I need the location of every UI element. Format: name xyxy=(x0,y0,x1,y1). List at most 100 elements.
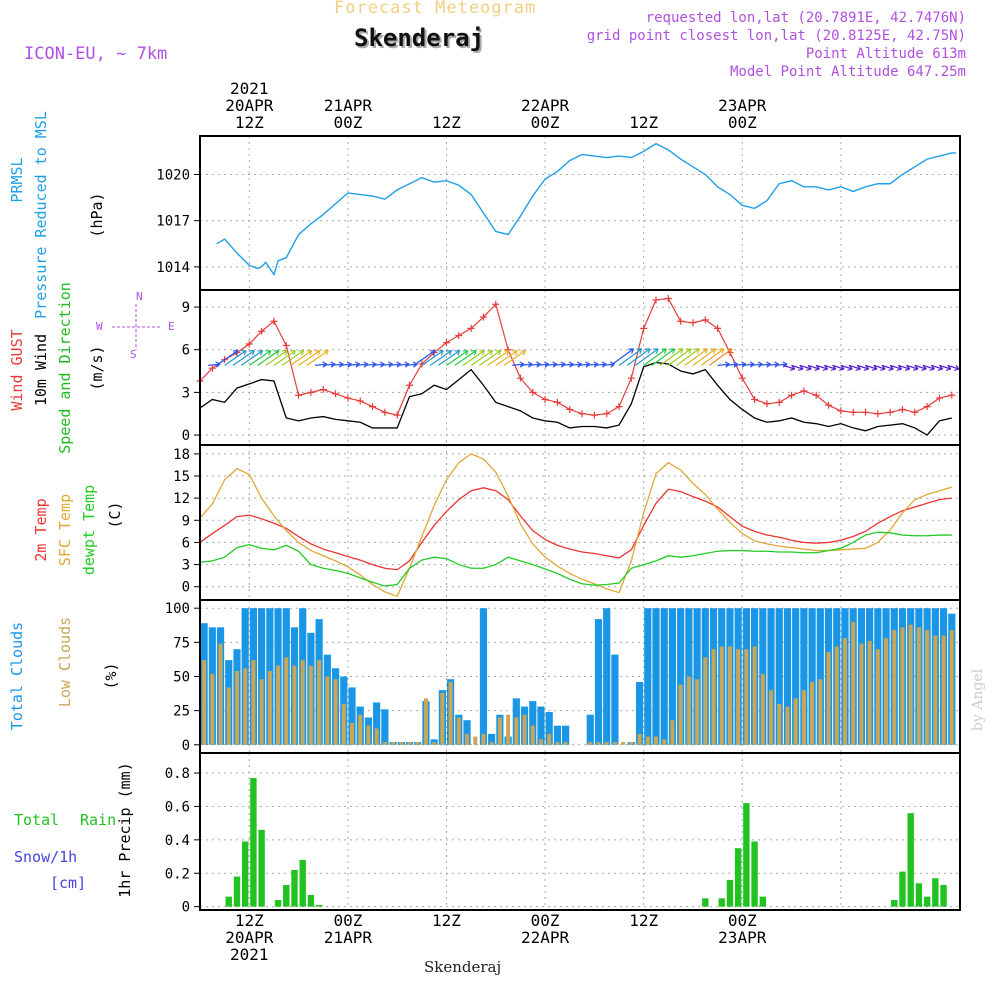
low-cloud-bar xyxy=(276,665,281,745)
hpa-unit-label: (hPa) xyxy=(88,192,106,237)
wind-direction-arrow xyxy=(610,348,635,366)
gust-marker xyxy=(541,395,549,403)
gust-marker xyxy=(590,411,598,419)
gust-marker xyxy=(652,296,660,304)
rain-bar xyxy=(734,848,742,907)
gust-marker xyxy=(874,410,882,418)
low-cloud-bar xyxy=(292,665,297,745)
wind-direction-arrow xyxy=(224,350,247,366)
low-cloud-bar xyxy=(801,690,806,745)
gust-marker xyxy=(677,317,685,325)
prmsl-label: PRMSL xyxy=(8,157,26,202)
low-cloud-bar xyxy=(366,725,371,745)
wind-direction-arrow xyxy=(487,350,510,366)
compass-s-label: S xyxy=(130,348,137,361)
low-cloud-bar xyxy=(358,714,363,745)
bottom-time-label: 20APR xyxy=(225,928,274,947)
total-cloud-bar xyxy=(767,608,775,745)
gust-marker xyxy=(603,410,611,418)
top-time-label: 2021 xyxy=(230,79,269,98)
low-cloud-bar xyxy=(259,679,264,745)
y-tick-label: 6 xyxy=(182,535,190,551)
low-cloud-bar xyxy=(547,733,552,745)
low-cloud-bar xyxy=(596,742,601,745)
bottom-time-label: 23APR xyxy=(718,928,767,947)
wind-10m-label: 10m Wind xyxy=(32,334,50,406)
total-cloud-bar xyxy=(537,706,545,745)
compass-cross xyxy=(112,304,160,350)
low-cloud-bar xyxy=(440,692,445,745)
compass-w-label: W xyxy=(96,320,103,333)
gust-marker xyxy=(923,403,931,411)
wind-direction-arrow xyxy=(248,350,272,366)
legend-total: Total xyxy=(14,811,59,829)
low-cloud-bar xyxy=(760,673,765,745)
legend-snow: Snow/1h xyxy=(14,848,77,866)
rain-bar xyxy=(315,904,323,907)
rain-bar xyxy=(250,778,257,907)
compass-n-label: N xyxy=(136,290,143,303)
rain-bar xyxy=(702,898,709,907)
low-cloud-bar xyxy=(350,722,354,745)
low-cloud-bar xyxy=(333,679,338,745)
total-cloud-bar xyxy=(488,733,496,745)
total-cloud-bar xyxy=(594,619,603,745)
bottom-time-label: 00Z xyxy=(728,911,757,930)
y-tick-label: 0 xyxy=(182,900,190,916)
wind-direction-arrow xyxy=(618,348,643,366)
sfc-temp-line xyxy=(199,453,952,598)
total-cloud-bar xyxy=(545,712,553,745)
wind-direction-arrow xyxy=(240,350,264,366)
y-tick-label: 0 xyxy=(182,580,190,596)
low-cloud-bar xyxy=(875,649,880,745)
dewpt-temp-label: dewpt Temp xyxy=(80,485,98,575)
model-label: ICON-EU, ~ 7km xyxy=(24,44,168,64)
low-cloud-bar xyxy=(538,739,543,745)
wind-direction-arrow xyxy=(298,350,321,366)
wind-direction-arrow xyxy=(429,350,453,366)
low-cloud-bar xyxy=(374,728,379,745)
bottom-time-label: 2021 xyxy=(230,945,269,964)
y-tick-label: 1017 xyxy=(156,214,190,230)
gust-marker xyxy=(270,317,278,325)
y-tick-label: 18 xyxy=(173,447,190,463)
bottom-time-label: 22APR xyxy=(521,928,570,947)
low-cloud-bar xyxy=(325,676,330,745)
top-time-label: 21APR xyxy=(324,96,373,115)
sfc-temp-label: SFC Temp xyxy=(56,494,74,566)
total-cloud-bar xyxy=(660,608,668,745)
gust-marker xyxy=(812,391,820,399)
wind-direction-arrow xyxy=(635,348,659,366)
legend-rain: Rain xyxy=(80,811,116,829)
low-cloud-bar xyxy=(448,681,453,745)
low-cloud-bar xyxy=(637,733,642,745)
low-cloud-bar xyxy=(506,714,511,745)
gust-marker xyxy=(479,313,487,321)
low-cloud-bar xyxy=(933,635,938,745)
total-cloud-bar xyxy=(693,608,701,745)
temp-2m-label: 2m Temp xyxy=(32,498,50,561)
compass-e-label: E xyxy=(168,320,175,333)
y-tick-label: 25 xyxy=(173,704,190,720)
rain-bar xyxy=(907,813,914,907)
gust-marker xyxy=(442,339,450,347)
wind-gust-label: Wind GUST xyxy=(8,329,26,410)
watermark-text: by Angel xyxy=(970,668,986,731)
low-cloud-bar xyxy=(210,673,215,745)
low-cloud-bar xyxy=(481,733,486,745)
bottom-time-label: 21APR xyxy=(324,928,373,947)
gust-marker xyxy=(689,319,697,327)
y-tick-label: 3 xyxy=(182,558,190,574)
wind-direction-arrow xyxy=(290,350,313,366)
total-cloud-bar xyxy=(381,709,389,745)
location-title: Skenderaj xyxy=(354,24,485,52)
low-cloud-bar xyxy=(284,657,289,745)
gust-marker xyxy=(406,381,414,389)
y-tick-label: 0 xyxy=(182,738,190,754)
rain-bar xyxy=(932,878,939,907)
rain-bar xyxy=(258,829,265,907)
top-time-label: 00Z xyxy=(333,113,362,132)
low-cloud-bar xyxy=(432,742,437,745)
low-cloud-bar xyxy=(473,736,478,745)
gust-marker xyxy=(640,324,648,332)
